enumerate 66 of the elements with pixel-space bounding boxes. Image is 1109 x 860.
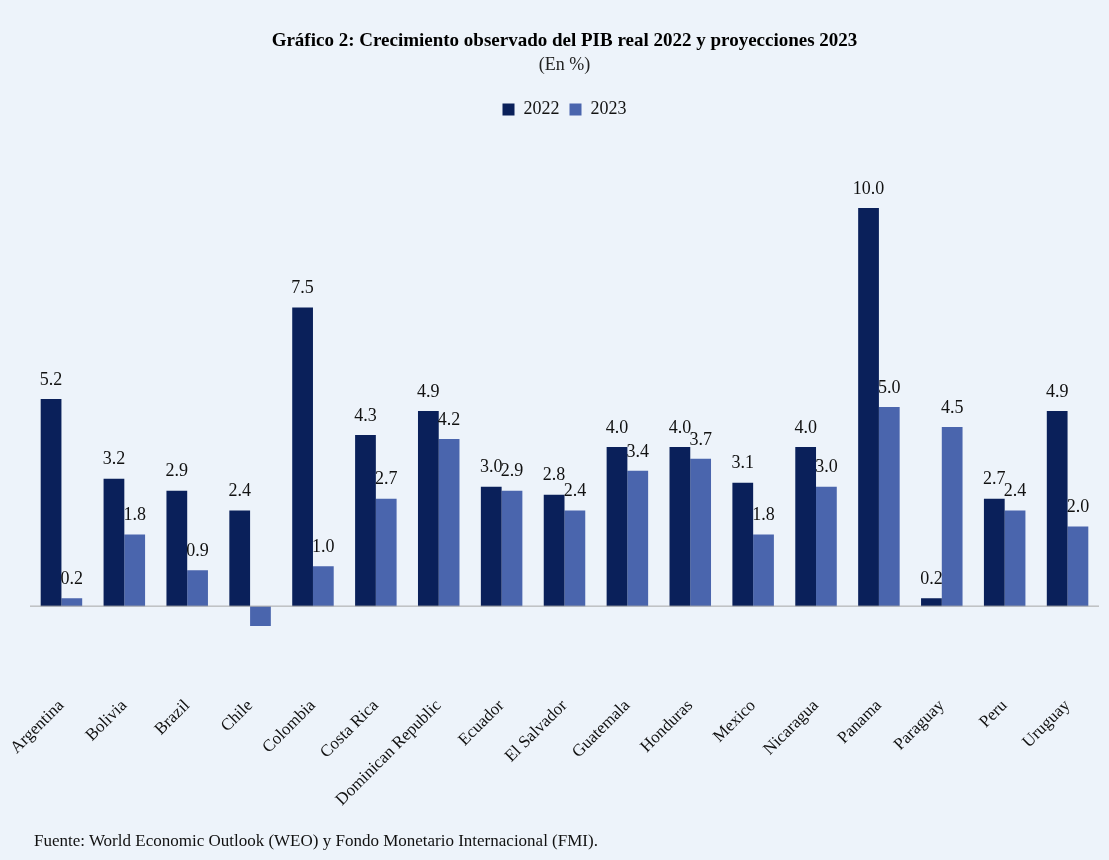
data-label: 1.8 xyxy=(752,504,775,525)
data-label: 0.2 xyxy=(920,567,943,588)
bar xyxy=(941,426,963,607)
bar xyxy=(816,486,837,607)
data-label: 4.9 xyxy=(417,380,440,401)
data-label: 4.9 xyxy=(1045,380,1069,401)
data-label: 2.9 xyxy=(165,460,189,481)
bar xyxy=(187,570,208,607)
bar xyxy=(312,566,334,607)
bar xyxy=(627,470,649,607)
data-label: 4.0 xyxy=(794,416,817,437)
bar xyxy=(543,494,565,607)
bar xyxy=(480,486,502,607)
bar xyxy=(355,434,376,607)
bar xyxy=(878,407,900,607)
data-label: 4.3 xyxy=(354,404,377,425)
chart-subtitle: (En %) xyxy=(538,54,591,76)
data-label: 5.0 xyxy=(878,376,901,397)
bar xyxy=(690,458,712,607)
bar xyxy=(669,446,691,607)
data-label: 2.4 xyxy=(228,480,251,501)
bar xyxy=(292,307,313,607)
data-label: 4.0 xyxy=(605,416,629,437)
source-note: Fuente: World Economic Outlook (WEO) y Fondo Monetario Internacional (FMI). xyxy=(34,831,598,850)
bar xyxy=(438,438,460,607)
legend-label: 2022 xyxy=(523,98,560,119)
bar xyxy=(732,482,754,607)
bar xyxy=(1004,510,1026,607)
bar xyxy=(103,478,125,607)
bar xyxy=(229,510,251,607)
bar xyxy=(375,498,397,607)
data-label: 2.4 xyxy=(1003,480,1027,501)
data-label: 2.4 xyxy=(563,480,587,501)
bar xyxy=(124,534,146,607)
bar xyxy=(417,411,439,607)
data-label: 0.2 xyxy=(60,567,84,588)
data-label: 3.4 xyxy=(626,440,650,461)
bar xyxy=(795,446,817,607)
data-label: 2.0 xyxy=(1066,496,1090,517)
bar xyxy=(753,534,774,607)
bar xyxy=(1046,411,1068,607)
data-label: 3.0 xyxy=(815,456,838,477)
bar xyxy=(501,490,523,607)
x-tick-label: Chile xyxy=(216,695,257,736)
chart-title: Gráfico 2: Crecimiento observado del PIB real 2022 y proyecciones 2023 xyxy=(271,29,858,51)
data-label: 2.7 xyxy=(983,468,1006,489)
data-label: 1.0 xyxy=(312,536,335,557)
data-label: 2.8 xyxy=(542,464,566,485)
data-label: 3.1 xyxy=(731,452,755,473)
data-label: 7.5 xyxy=(291,277,314,298)
data-label: 3.2 xyxy=(102,448,126,469)
bar xyxy=(40,399,62,607)
bar xyxy=(250,606,271,627)
bar xyxy=(166,490,188,607)
data-label: 10.0 xyxy=(852,177,885,198)
data-label: 1.8 xyxy=(123,504,146,525)
bar xyxy=(858,208,879,607)
bar xyxy=(1067,526,1089,607)
data-label: 5.2 xyxy=(39,368,63,389)
bar xyxy=(606,446,628,607)
bar xyxy=(564,510,586,607)
data-label: 0.9 xyxy=(186,540,209,561)
legend-label: 2023 xyxy=(590,98,627,119)
data-label: 4.5 xyxy=(940,396,964,417)
x-tick-label: Peru xyxy=(975,695,1012,731)
bar xyxy=(983,498,1005,607)
